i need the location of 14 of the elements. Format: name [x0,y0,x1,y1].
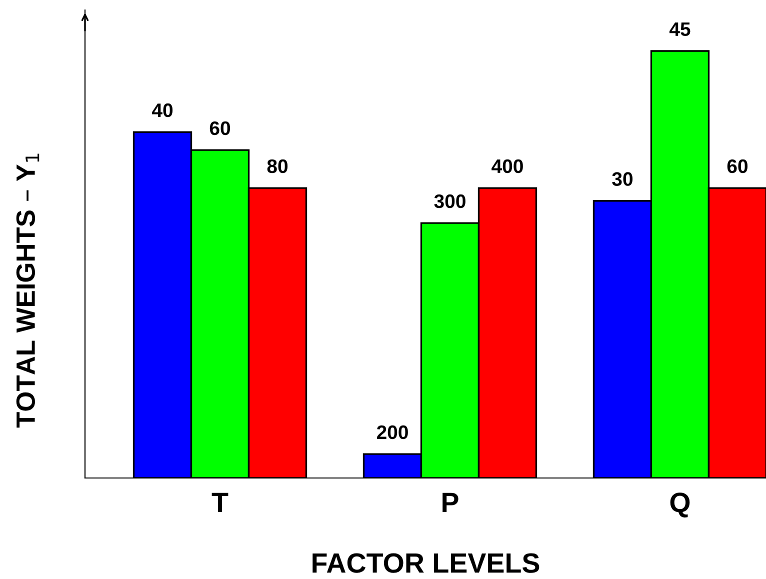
annotation: 300 [434,194,466,208]
annotation: 60 [210,121,230,136]
annotation: 40 [152,103,173,118]
x-tick-label: P [442,492,458,512]
annotation: 400 [492,159,523,174]
annotation: 60 [727,159,748,174]
text: 45 [669,22,690,36]
y-axis-title: TOTAL WEIGHTS – Y$_{1}$ [16,154,40,428]
annotation: 80 [267,159,288,174]
annotation: 30 [612,172,633,186]
annotation: 200 [376,425,408,440]
x-axis-title: FACTOR LEVELS [312,553,540,573]
x-tick-label: T [212,492,228,512]
x-tick-label: Q [670,492,690,518]
